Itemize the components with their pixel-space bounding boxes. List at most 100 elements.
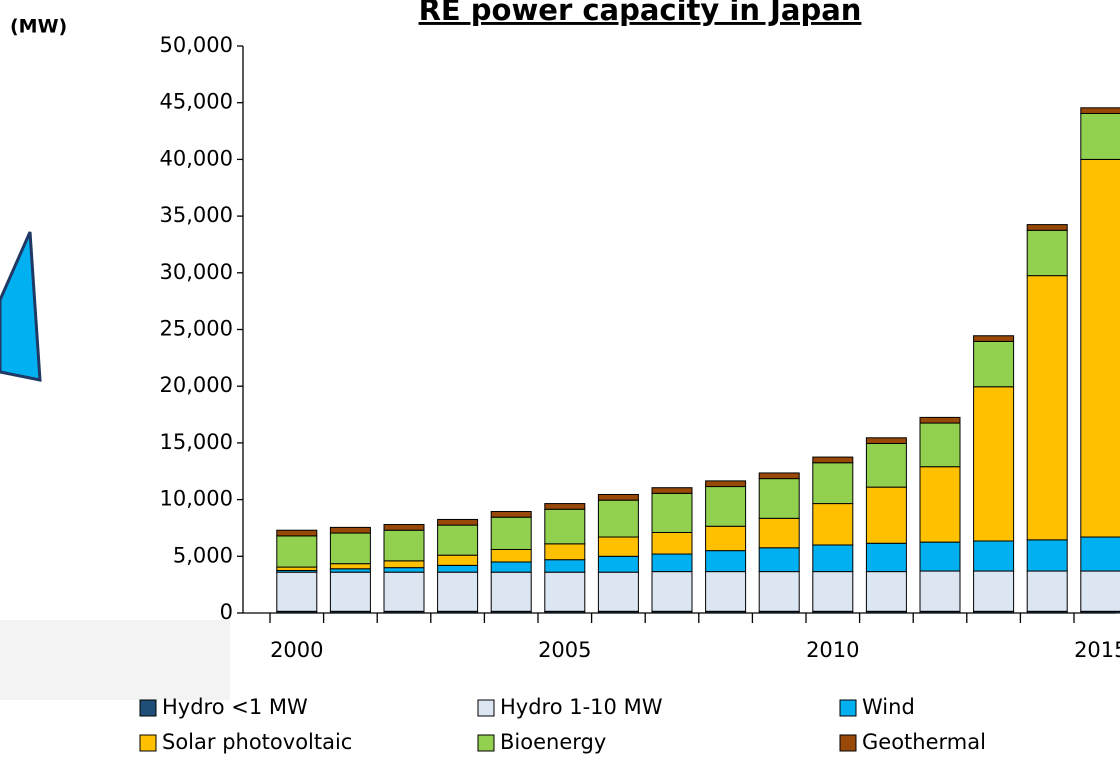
bar-segment	[277, 536, 317, 567]
bar-segment	[384, 568, 424, 573]
bar-segment	[1027, 225, 1067, 231]
bar-segment	[866, 487, 906, 543]
bar-segment	[491, 549, 531, 561]
bar-segment	[545, 572, 585, 611]
bar-segment	[277, 572, 317, 611]
bar-segment	[545, 544, 585, 560]
bar-segment	[545, 504, 585, 510]
legend-label: Solar photovoltaic	[162, 730, 352, 754]
bar-segment	[813, 457, 853, 463]
legend-label: Wind	[862, 695, 915, 719]
legend-label: Geothermal	[862, 730, 986, 754]
legend-swatch	[478, 735, 494, 751]
bar-segment	[438, 555, 478, 565]
bar-segment	[545, 509, 585, 544]
legend-swatch	[840, 735, 856, 751]
bar-segment	[598, 500, 638, 537]
bar-segment	[866, 572, 906, 612]
bar-segment	[866, 543, 906, 571]
bar-segment	[920, 467, 960, 542]
y-tick-label: 45,000	[160, 90, 233, 114]
y-tick-label: 0	[220, 600, 233, 624]
y-tick-label: 35,000	[160, 203, 233, 227]
x-tick-label: 2000	[270, 638, 323, 662]
bar-segment	[598, 556, 638, 572]
bar-segment	[813, 504, 853, 545]
bar-segment	[652, 493, 692, 532]
bar-segment	[598, 572, 638, 611]
bar-segment	[813, 545, 853, 572]
bar-segment	[1027, 571, 1067, 611]
bar-segment	[652, 488, 692, 494]
y-tick-label: 10,000	[160, 487, 233, 511]
bar-segment	[706, 526, 746, 550]
x-tick-label: 2005	[538, 638, 591, 662]
y-tick-label: 5,000	[173, 543, 233, 567]
legend-swatch	[840, 700, 856, 716]
legend-label: Bioenergy	[500, 730, 606, 754]
bar-segment	[598, 537, 638, 556]
bar-segment	[974, 571, 1014, 611]
bar-segment	[330, 569, 370, 572]
legend-label: Hydro <1 MW	[162, 695, 308, 719]
bar-segment	[1027, 230, 1067, 275]
bar-segment	[330, 564, 370, 569]
bar-segment	[706, 551, 746, 572]
bar-segment	[706, 487, 746, 527]
bar-segment	[1081, 159, 1120, 537]
bar-segment	[491, 517, 531, 549]
bar-segment	[330, 533, 370, 564]
bar-segment	[706, 481, 746, 487]
bar-segment	[759, 572, 799, 612]
bar-segment	[491, 572, 531, 611]
bar-segment	[384, 561, 424, 568]
bar-segment	[813, 572, 853, 612]
bar-segment	[330, 572, 370, 611]
bar-segment	[384, 530, 424, 561]
bar-segment	[813, 463, 853, 504]
legend-swatch	[140, 700, 156, 716]
bar-segment	[652, 554, 692, 572]
y-tick-label: 15,000	[160, 430, 233, 454]
bar-segment	[1081, 537, 1120, 571]
bar-segment	[1081, 571, 1120, 611]
bar-segment	[491, 562, 531, 572]
y-tick-label: 30,000	[160, 260, 233, 284]
bar-segment	[598, 494, 638, 500]
background-shadow	[0, 620, 230, 700]
bar-segment	[759, 518, 799, 547]
bar-segment	[920, 417, 960, 423]
x-tick-label: 2015	[1074, 638, 1120, 662]
bar-segment	[384, 572, 424, 611]
bar-segment	[330, 527, 370, 533]
y-tick-label: 20,000	[160, 373, 233, 397]
bar-segment	[866, 443, 906, 487]
bar-segment	[491, 512, 531, 518]
bar-segment	[438, 519, 478, 525]
legend-swatch	[140, 735, 156, 751]
legend-label: Hydro 1-10 MW	[500, 695, 663, 719]
bar-segment	[384, 525, 424, 531]
bar-segment	[920, 542, 960, 571]
bar-segment	[438, 572, 478, 611]
chart-title: RE power capacity in Japan	[419, 0, 862, 27]
y-tick-label: 50,000	[160, 33, 233, 57]
bar-segment	[438, 565, 478, 572]
y-tick-label: 25,000	[160, 317, 233, 341]
bar-segment	[920, 571, 960, 611]
x-tick-label: 2010	[806, 638, 859, 662]
bar-segment	[652, 572, 692, 612]
chart: RE power capacity in Japan (MW) 0 5,000 10…	[0, 0, 1120, 759]
bar-segment	[974, 341, 1014, 386]
y-unit: (MW)	[10, 16, 67, 38]
bar-segment	[706, 572, 746, 612]
bar-segment	[974, 541, 1014, 571]
bar-segment	[277, 567, 317, 570]
bar-segment	[438, 525, 478, 555]
bar-segment	[1027, 540, 1067, 571]
legend-swatch	[478, 700, 494, 716]
bar-segment	[759, 473, 799, 479]
bar-segment	[974, 336, 1014, 342]
bar-segment	[974, 387, 1014, 541]
bar-segment	[866, 438, 906, 444]
